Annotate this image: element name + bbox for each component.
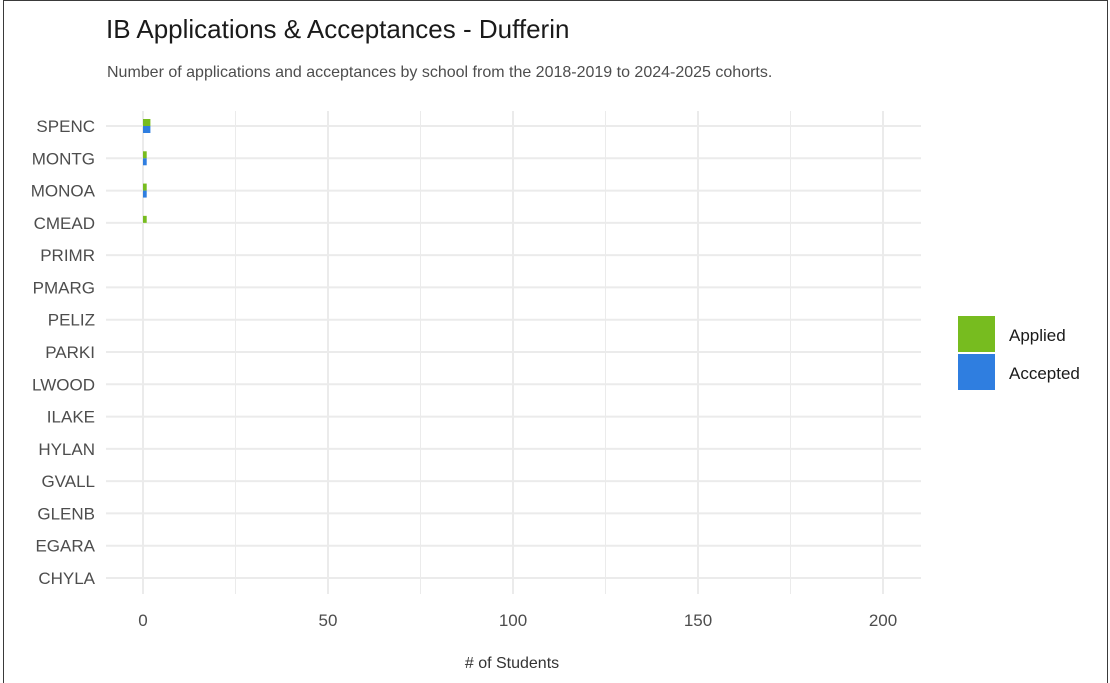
bar-accepted [143, 190, 147, 198]
chart-title: IB Applications & Acceptances - Dufferin [106, 14, 570, 44]
y-tick-label: HYLAN [38, 440, 95, 459]
y-tick-label: PARKI [45, 343, 95, 362]
x-tick-label: 100 [499, 611, 527, 630]
y-tick-label: SPENC [36, 117, 95, 136]
bar-applied [143, 119, 151, 126]
y-tick-label: LWOOD [32, 375, 95, 394]
y-tick-label: PRIMR [40, 246, 95, 265]
y-tick-label: MONTG [32, 149, 95, 168]
y-tick-label: ILAKE [47, 408, 95, 427]
y-tick-label: CHYLA [38, 569, 95, 588]
x-tick-label: 0 [138, 611, 147, 630]
y-tick-label: CMEAD [34, 214, 95, 233]
bar-accepted [143, 126, 151, 133]
bar-applied [143, 151, 147, 159]
y-tick-label: GLENB [37, 504, 95, 523]
x-tick-label: 200 [869, 611, 897, 630]
y-tick-label: EGARA [35, 537, 95, 556]
legend-label-applied: Applied [1009, 326, 1066, 345]
y-tick-label: GVALL [41, 472, 95, 491]
legend-swatch-applied [958, 316, 995, 352]
y-tick-label: PMARG [33, 278, 95, 297]
legend-label-accepted: Accepted [1009, 364, 1080, 383]
legend-swatch-accepted [958, 354, 995, 390]
x-tick-label: 50 [319, 611, 338, 630]
bar-applied [143, 215, 147, 223]
chart-frame [3, 0, 1108, 683]
y-tick-label: MONOA [31, 182, 96, 201]
x-axis-title: # of Students [465, 655, 559, 672]
bar-applied [143, 183, 147, 191]
bar-accepted [143, 158, 147, 166]
x-tick-label: 150 [684, 611, 712, 630]
y-tick-label: PELIZ [48, 311, 95, 330]
chart-subtitle: Number of applications and acceptances b… [107, 64, 773, 81]
